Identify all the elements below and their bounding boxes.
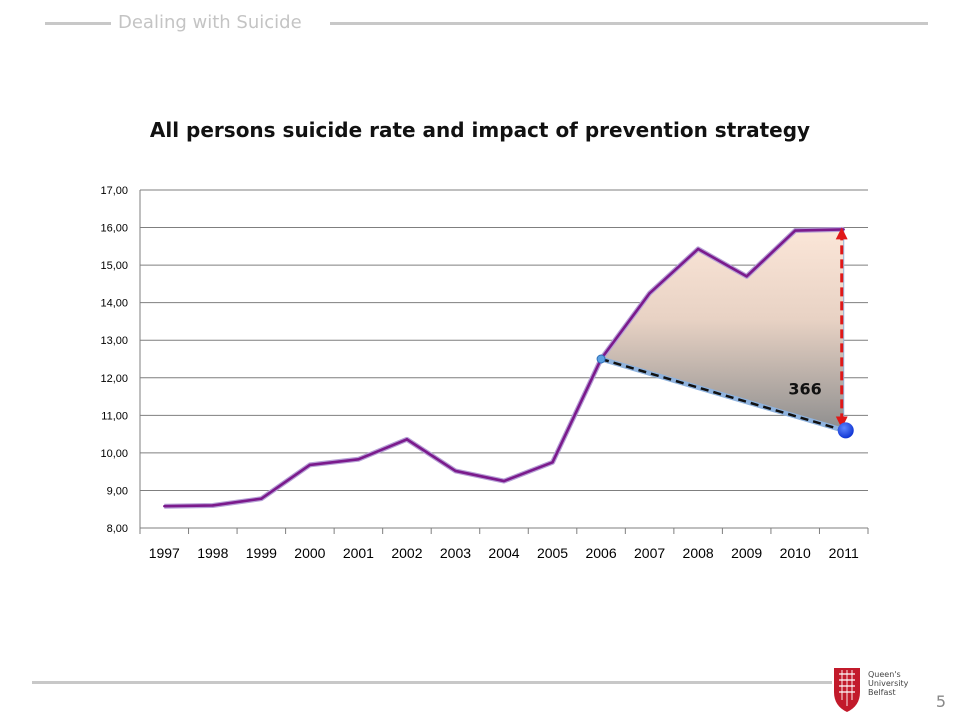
slide-header-title: Dealing with Suicide bbox=[118, 12, 302, 33]
data-point bbox=[502, 479, 506, 483]
page-number: 5 bbox=[935, 692, 946, 711]
y-tick-label: 11,00 bbox=[101, 410, 128, 422]
x-tick-label: 1998 bbox=[197, 545, 228, 561]
gap-value-label: 366 bbox=[788, 379, 821, 398]
trend-line bbox=[600, 357, 845, 432]
y-tick-label: 17,00 bbox=[100, 185, 128, 197]
data-point bbox=[551, 461, 554, 464]
footer-rule bbox=[32, 681, 832, 684]
data-point bbox=[842, 228, 845, 231]
axes bbox=[139, 190, 869, 534]
y-tick-label: 9,00 bbox=[107, 485, 128, 497]
data-point bbox=[794, 229, 797, 232]
data-point bbox=[454, 469, 457, 473]
annotation-layer: 366 bbox=[596, 227, 854, 439]
data-point bbox=[648, 292, 651, 295]
data-point bbox=[211, 504, 214, 507]
x-tick-label: 2004 bbox=[488, 545, 519, 561]
tick-labels: 8,00 9,00 10,00 11,00 12,00 13,00 14,00 15,00 16… bbox=[100, 185, 859, 561]
data-point bbox=[163, 505, 166, 508]
x-tick-label: 2008 bbox=[683, 545, 714, 561]
data-point bbox=[308, 463, 312, 467]
trend-start-point bbox=[596, 354, 606, 364]
data-point bbox=[260, 497, 263, 500]
header-rule-right bbox=[330, 22, 928, 25]
data-point bbox=[696, 247, 700, 251]
x-tick-label: 2002 bbox=[391, 545, 422, 561]
y-tick-label: 8,00 bbox=[107, 523, 128, 535]
university-logo bbox=[834, 668, 860, 712]
x-tick-label: 2005 bbox=[537, 545, 568, 561]
y-tick-label: 14,00 bbox=[100, 298, 128, 310]
x-tick-label: 2011 bbox=[829, 545, 859, 561]
y-tick-label: 16,00 bbox=[100, 223, 128, 235]
data-point bbox=[405, 438, 409, 441]
y-tick-label: 13,00 bbox=[100, 335, 128, 347]
data-point bbox=[357, 458, 360, 461]
gap-fill-area bbox=[600, 228, 845, 432]
x-tick-label: 2007 bbox=[634, 545, 665, 561]
x-tick-label: 2010 bbox=[780, 545, 811, 561]
x-tick-label: 1997 bbox=[149, 545, 180, 561]
x-tick-label: 2001 bbox=[343, 545, 374, 561]
data-point bbox=[745, 275, 748, 278]
x-tick-label: 2003 bbox=[440, 545, 471, 561]
header-rule-left bbox=[45, 22, 111, 25]
trend-end-dot bbox=[837, 422, 854, 439]
y-tick-label: 12,00 bbox=[100, 373, 128, 385]
x-tick-label: 2009 bbox=[731, 545, 762, 561]
x-tick-label: 2000 bbox=[294, 545, 325, 561]
x-tick-label: 2006 bbox=[585, 545, 616, 561]
gap-fill bbox=[600, 228, 845, 432]
university-logo-text: Queen's University Belfast bbox=[868, 670, 909, 697]
chart-title: All persons suicide rate and impact of p… bbox=[149, 118, 811, 142]
y-tick-label: 15,00 bbox=[100, 260, 128, 272]
y-tick-label: 10,00 bbox=[100, 448, 128, 460]
x-tick-label: 1999 bbox=[246, 545, 277, 561]
trend-layer bbox=[600, 356, 845, 433]
